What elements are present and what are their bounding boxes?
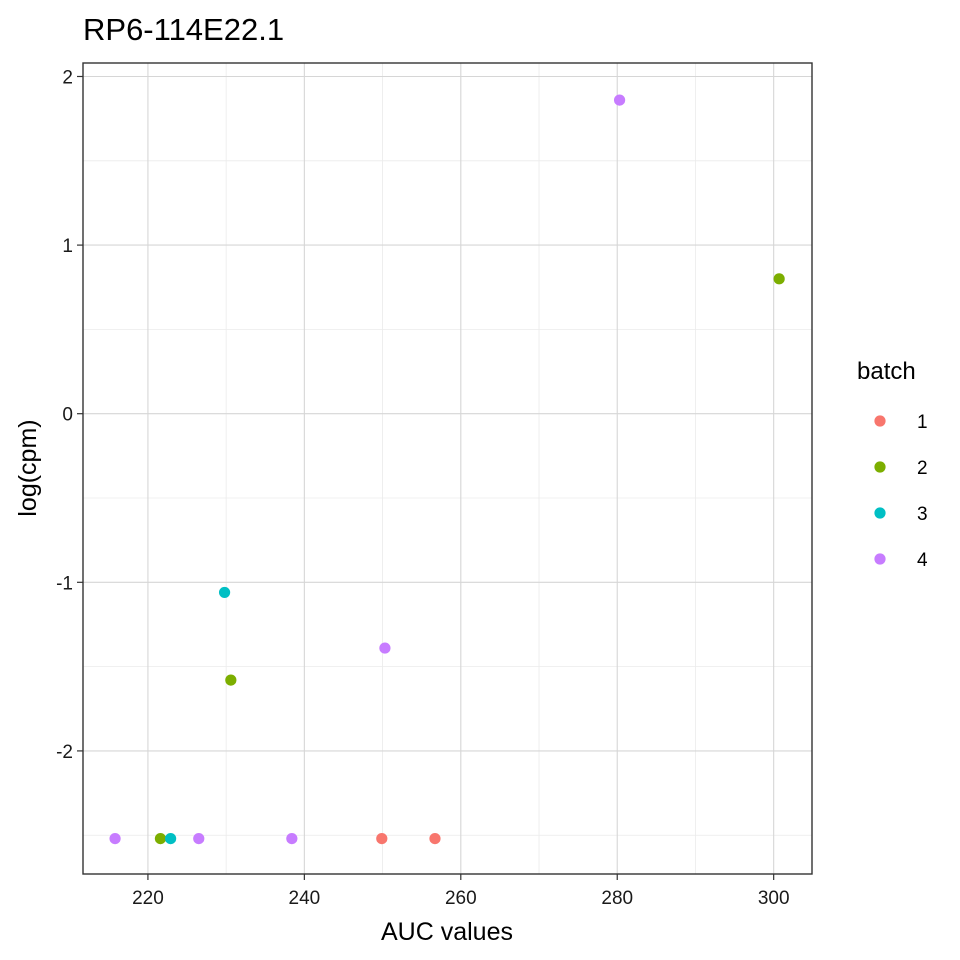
x-tick-label: 280 [601,888,633,909]
data-point-batch-4 [109,832,121,845]
legend-key-3 [874,507,886,519]
y-tick-label: -2 [56,742,73,763]
y-tick-label: -1 [56,573,73,594]
y-tick-label: 2 [62,67,73,88]
legend-entries: 1 2 3 4 [874,412,928,571]
y-axis-title: log(cpm) [14,419,42,516]
grid-major [83,63,812,874]
plot-area [82,62,813,875]
data-point-batch-3 [218,586,231,599]
data-points [109,94,785,845]
plot-background [83,63,812,874]
data-point-batch-2 [225,674,237,686]
data-point-batch-3 [165,832,177,845]
data-point-batch-1 [429,832,441,845]
x-axis-title: AUC values [381,918,513,946]
legend-label-2: 2 [917,458,928,479]
x-tick-label: 300 [758,888,790,909]
plot-border [82,62,813,875]
data-point-batch-4 [286,832,298,845]
grid-minor [83,63,812,874]
data-point-batch-4 [613,94,626,106]
legend-label-4: 4 [917,550,928,571]
x-tick-label: 240 [289,888,321,909]
legend-label-3: 3 [917,504,928,525]
data-point-batch-2 [154,832,167,845]
data-point-batch-4 [193,832,205,845]
legend-key-4 [874,553,886,565]
legend-key-2 [874,461,886,473]
y-tick-label: 0 [62,405,73,426]
y-axis: -2 -1 0 1 2 [56,67,83,763]
legend: batch 1 2 3 4 [857,358,928,571]
x-axis: 220 240 260 280 300 [132,874,790,909]
y-tick-label: 1 [62,236,73,257]
data-point-batch-2 [773,273,785,285]
x-tick-label: 220 [132,888,164,909]
data-point-batch-4 [379,642,391,654]
legend-key-1 [874,415,886,427]
x-tick-label: 260 [445,888,477,909]
data-point-batch-1 [376,832,388,845]
legend-label-1: 1 [917,412,928,433]
legend-title: batch [857,358,916,385]
chart-title: RP6-114E22.1 [83,12,284,47]
